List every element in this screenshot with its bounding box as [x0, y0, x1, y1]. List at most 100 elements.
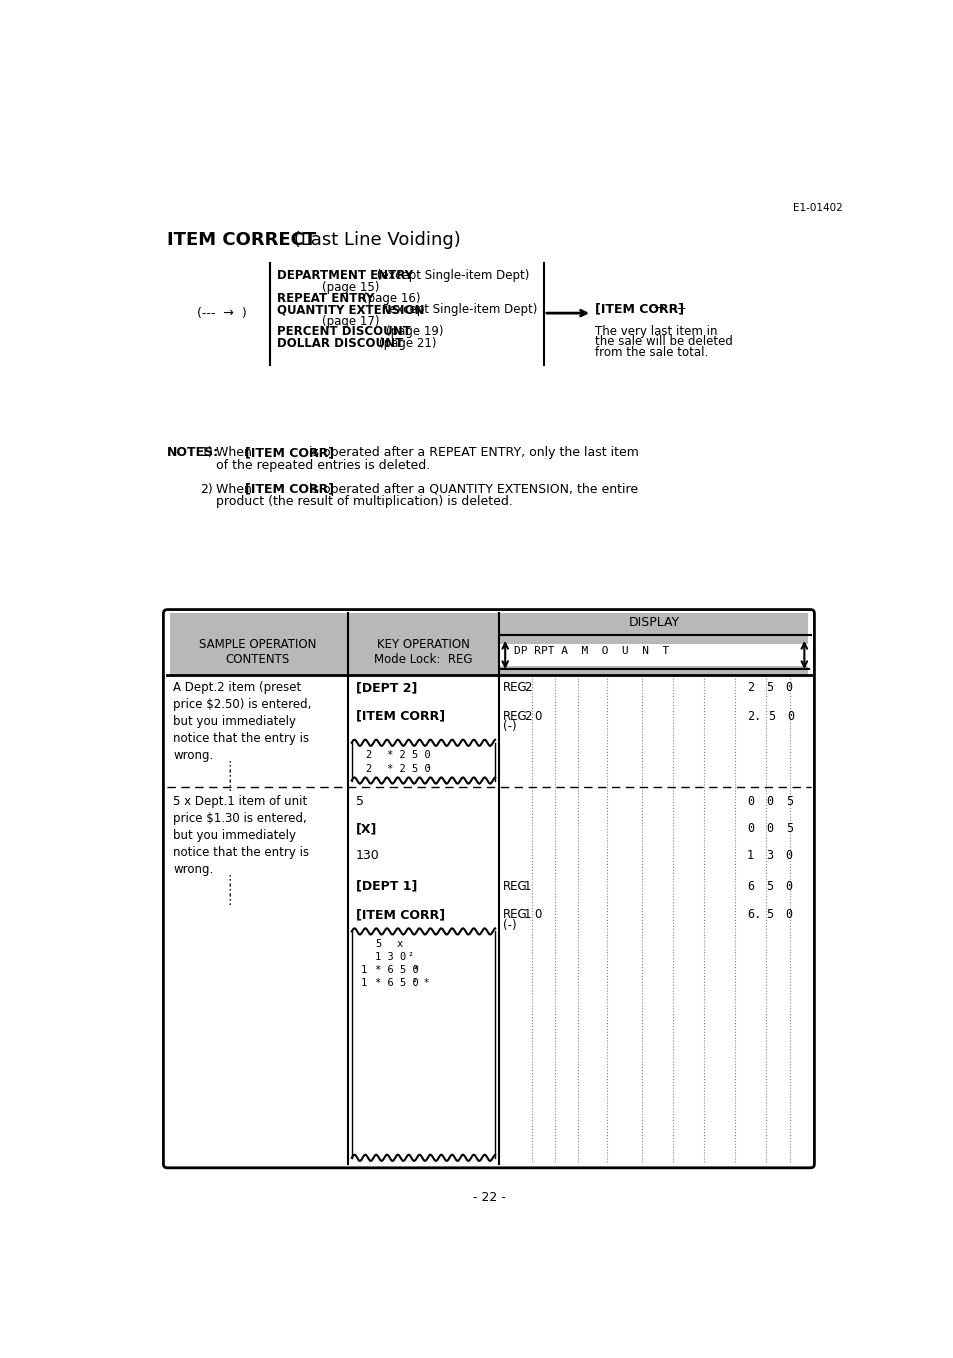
Text: 1): 1): [200, 447, 213, 459]
Text: (except Single-item Dept): (except Single-item Dept): [381, 303, 537, 316]
Text: 5: 5: [785, 822, 792, 835]
Text: 1: 1: [746, 849, 753, 862]
Text: 5: 5: [765, 909, 773, 921]
Text: 1: 1: [360, 978, 367, 989]
Text: (page 21): (page 21): [364, 337, 436, 350]
Text: 130: 130: [355, 849, 379, 862]
Text: [DEPT 1]: [DEPT 1]: [355, 880, 416, 892]
Text: * 2 5 0: * 2 5 0: [386, 751, 430, 760]
Text: →  ---: → ---: [654, 301, 685, 315]
Text: 1: 1: [523, 909, 531, 921]
Text: (page 15): (page 15): [276, 281, 378, 293]
Text: * 2 5 0: * 2 5 0: [386, 765, 430, 774]
Text: is operated after a QUANTITY EXTENSION, the entire: is operated after a QUANTITY EXTENSION, …: [305, 482, 638, 496]
Text: 0: 0: [765, 822, 773, 835]
Text: the sale will be deleted: the sale will be deleted: [595, 335, 732, 349]
Text: ITEM CORRECT: ITEM CORRECT: [167, 231, 316, 249]
Bar: [498, 644, 807, 665]
Text: DISPLAY: DISPLAY: [629, 617, 679, 630]
Text: A Dept.2 item (preset
price $2.50) is entered,
but you immediately
notice that t: A Dept.2 item (preset price $2.50) is en…: [173, 682, 312, 762]
Text: 0: 0: [534, 909, 540, 921]
Bar: [170, 614, 807, 675]
Text: 5: 5: [767, 710, 774, 722]
Text: 6: 6: [746, 880, 753, 892]
Text: 1 3 0: 1 3 0: [375, 952, 406, 963]
Text: (page 19): (page 19): [371, 326, 443, 338]
Text: 2: 2: [365, 751, 372, 760]
FancyBboxPatch shape: [163, 610, 814, 1168]
Text: The very last item in: The very last item in: [595, 325, 717, 338]
Text: (except Single-item Dept): (except Single-item Dept): [373, 269, 529, 282]
Text: of the repeated entries is deleted.: of the repeated entries is deleted.: [216, 459, 430, 471]
Text: 2.: 2.: [746, 710, 760, 722]
Text: DOLLAR DISCOUNT: DOLLAR DISCOUNT: [276, 337, 402, 350]
Text: SAMPLE OPERATION
CONTENTS: SAMPLE OPERATION CONTENTS: [198, 638, 316, 665]
Text: - 22 -: - 22 -: [472, 1191, 505, 1205]
Text: (page 16): (page 16): [348, 292, 420, 304]
Text: 0: 0: [765, 796, 773, 808]
Text: 5 x Dept.1 item of unit
price $1.30 is entered,
but you immediately
notice that : 5 x Dept.1 item of unit price $1.30 is e…: [173, 796, 310, 876]
Text: 5: 5: [765, 880, 773, 892]
Text: *: *: [412, 966, 418, 975]
Text: [ITEM CORR]: [ITEM CORR]: [355, 710, 444, 722]
Text: 0: 0: [785, 682, 792, 694]
Text: When: When: [216, 447, 255, 459]
Text: (Last Line Voiding): (Last Line Voiding): [288, 231, 460, 249]
Text: [ITEM CORR]: [ITEM CORR]: [245, 482, 334, 496]
Text: KEY OPERATION
Mode Lock:  REG: KEY OPERATION Mode Lock: REG: [374, 638, 472, 665]
Text: 2): 2): [200, 482, 213, 496]
Text: QUANTITY EXTENSION: QUANTITY EXTENSION: [276, 303, 424, 316]
Text: ² *: ² *: [412, 978, 430, 989]
Text: (page 17): (page 17): [276, 315, 378, 327]
Text: 0: 0: [785, 849, 792, 862]
Text: (---  →  ): (--- → ): [196, 307, 246, 319]
Text: DP RPT A  M  O  U  N  T: DP RPT A M O U N T: [514, 646, 669, 656]
Text: REG: REG: [502, 682, 527, 694]
Text: ²: ²: [407, 952, 413, 963]
Text: 5: 5: [375, 940, 381, 949]
Text: ⋮: ⋮: [223, 770, 235, 782]
Text: REG: REG: [502, 880, 527, 892]
Text: 5: 5: [355, 796, 363, 808]
Text: ¹: ¹: [425, 765, 431, 774]
Text: 0: 0: [534, 710, 540, 722]
Text: ⋮: ⋮: [223, 759, 235, 773]
Text: 1: 1: [523, 880, 531, 892]
Text: 3: 3: [765, 849, 773, 862]
Text: x: x: [396, 940, 402, 949]
Text: product (the result of multiplication) is deleted.: product (the result of multiplication) i…: [216, 494, 513, 508]
Text: from the sale total.: from the sale total.: [595, 346, 708, 360]
Text: * 6 5 0: * 6 5 0: [375, 966, 418, 975]
Text: ⋮: ⋮: [223, 873, 235, 887]
Text: 0: 0: [785, 909, 792, 921]
Text: (-): (-): [502, 919, 516, 932]
Text: 0: 0: [746, 796, 753, 808]
Text: 1: 1: [360, 966, 367, 975]
Text: 0: 0: [746, 822, 753, 835]
Text: [ITEM CORR]: [ITEM CORR]: [595, 301, 683, 315]
Text: PERCENT DISCOUNT: PERCENT DISCOUNT: [276, 326, 410, 338]
Text: 0: 0: [785, 880, 792, 892]
Text: 5: 5: [785, 796, 792, 808]
Text: [ITEM CORR]: [ITEM CORR]: [355, 909, 444, 921]
Text: [X]: [X]: [355, 822, 376, 835]
Text: When: When: [216, 482, 255, 496]
Text: 6.: 6.: [746, 909, 760, 921]
Text: 0: 0: [786, 710, 794, 722]
Text: 2: 2: [523, 710, 531, 722]
Text: is operated after a REPEAT ENTRY, only the last item: is operated after a REPEAT ENTRY, only t…: [305, 447, 639, 459]
Text: ⋮: ⋮: [223, 884, 235, 896]
Text: 2: 2: [365, 765, 372, 774]
Text: NOTES:: NOTES:: [167, 447, 219, 459]
Text: ⋮: ⋮: [223, 779, 235, 793]
Text: [ITEM CORR]: [ITEM CORR]: [245, 447, 334, 459]
Text: REPEAT ENTRY: REPEAT ENTRY: [276, 292, 374, 304]
Text: (-): (-): [502, 721, 516, 733]
Text: 2: 2: [523, 682, 531, 694]
Text: REG: REG: [502, 710, 527, 722]
Text: 5: 5: [765, 682, 773, 694]
Text: REG: REG: [502, 909, 527, 921]
Text: [DEPT 2]: [DEPT 2]: [355, 682, 416, 694]
Text: ⋮: ⋮: [223, 894, 235, 907]
Text: DEPARTMENT ENTRY: DEPARTMENT ENTRY: [276, 269, 413, 282]
